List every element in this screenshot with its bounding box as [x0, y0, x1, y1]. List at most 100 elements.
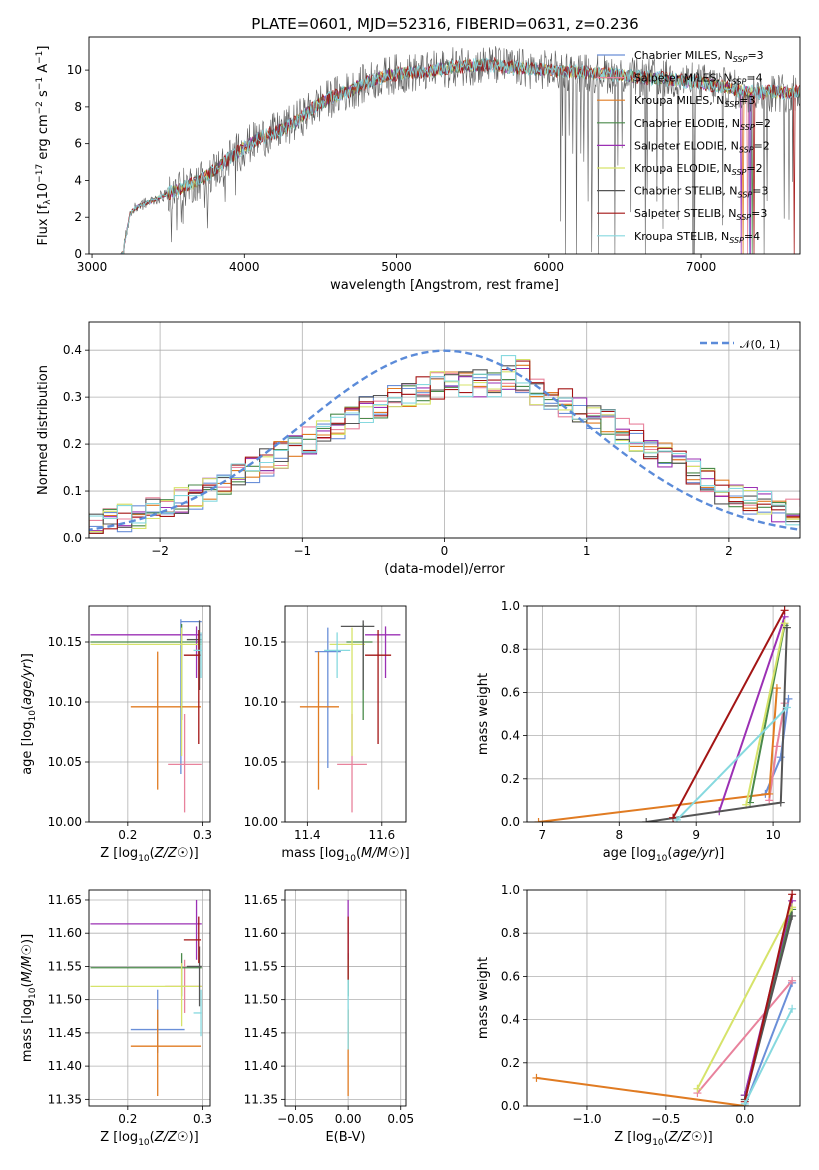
mass-weight-marker — [788, 1004, 797, 1013]
data-point — [168, 714, 202, 813]
x-tick-label: 1 — [583, 544, 591, 558]
grid — [285, 890, 406, 1106]
label-part: 10 — [652, 1138, 664, 1148]
axes-frame — [284, 605, 407, 823]
plot-area — [90, 619, 202, 813]
y-tick-label: 0.8 — [501, 926, 520, 940]
data-point — [365, 630, 392, 744]
y-tick-label: 0.4 — [501, 729, 520, 743]
data-point — [346, 624, 373, 720]
y-tick-label: 0.8 — [501, 642, 520, 656]
mass-weight-line — [743, 894, 794, 1102]
x-tick-label: −0.05 — [277, 1112, 314, 1126]
label-part: SSP — [724, 100, 739, 109]
label-part: 10 — [138, 1138, 150, 1148]
mass-weight-marker — [772, 684, 781, 693]
data-point — [340, 620, 375, 690]
label-part: Kroupa MILES, N — [634, 94, 724, 107]
mass-weight-marker — [672, 815, 681, 822]
x-tick-label: 0.0 — [735, 1112, 754, 1126]
y-tick-label: 0.4 — [501, 1013, 520, 1027]
y-tick-label: 10.10 — [244, 695, 278, 709]
x-axis-label: wavelength [Angstrom, rest frame] — [330, 278, 559, 293]
y-tick-label: 10.05 — [244, 755, 278, 769]
mass-weight-line — [743, 1008, 793, 1105]
mass-weight-line — [536, 1076, 745, 1106]
histogram-series — [89, 355, 800, 526]
panel-age_vs_mass: 11.4 11.6 10.00 10.05 10.10 10.15 mass [log10(… — [244, 605, 410, 864]
mass-weight-marker — [772, 742, 781, 751]
data-point — [186, 946, 202, 1007]
y-tick-label: 10.15 — [48, 635, 82, 649]
x-tick-label: 0.3 — [193, 1112, 212, 1126]
label-part: SSP — [736, 213, 751, 222]
label-part: SSP — [729, 236, 744, 245]
axes-frame — [284, 889, 407, 1107]
label-part: =4 — [744, 230, 760, 243]
legend-label: Salpeter STELIB, NSSP=3 — [634, 207, 767, 222]
data-point — [365, 626, 401, 678]
y-axis-label: mass weight — [476, 673, 491, 755]
label-part: SSP — [732, 78, 747, 87]
label-part: )] — [189, 1130, 199, 1145]
y-tick-label: 11.40 — [48, 1059, 82, 1073]
data-point — [193, 989, 202, 1037]
label-part: Z/Z☉ — [154, 1130, 189, 1145]
x-tick-label: 7 — [539, 828, 547, 842]
x-tick-label: 0.2 — [118, 828, 137, 842]
x-axis-label: Z [log10(Z/Z☉)] — [100, 1130, 198, 1148]
axes: 11.4 11.6 10.00 10.05 10.10 10.15 mass [log10(… — [244, 605, 410, 864]
y-tick-label: 0.4 — [63, 343, 82, 357]
mass-weight-line — [676, 706, 788, 821]
mass-weight-marker — [776, 798, 785, 807]
plot-area — [89, 349, 800, 534]
label-part: mass [log — [281, 846, 344, 861]
data-point — [324, 632, 351, 678]
mass-weight-marker — [788, 976, 797, 985]
legend-label: Salpeter MILES, NSSP=4 — [634, 72, 763, 87]
y-tick-label: 0.6 — [501, 969, 520, 983]
label-part: Z [log — [614, 1130, 652, 1145]
panel-residuals: −2 −1 0 1 2 0.0 0.1 0.2 0.3 0.4 (data-model)/error… — [36, 321, 801, 577]
mass-weight-marker — [693, 1084, 702, 1093]
label-part: =3 — [739, 94, 755, 107]
mass-weight-marker — [784, 694, 793, 703]
label-part: Kroupa STELIB, N — [634, 230, 729, 243]
y-tick-label: 11.45 — [48, 1026, 82, 1040]
legend-label: Chabrier MILES, NSSP=3 — [634, 49, 764, 64]
y-tick-label: 11.55 — [48, 959, 82, 973]
x-tick-label: 0.05 — [387, 1112, 414, 1126]
mass-weight-marker — [788, 890, 797, 899]
label-part: )] — [400, 846, 410, 861]
label-part: Salpeter MILES, N — [634, 72, 732, 85]
data-point — [193, 632, 202, 678]
y-tick-label: 8 — [74, 100, 82, 114]
x-tick-label: 5000 — [381, 260, 412, 274]
label-part: =3 — [752, 185, 768, 198]
label-part: Chabrier ELODIE, N — [634, 117, 740, 130]
x-tick-label: 9 — [692, 828, 700, 842]
mass-weight-marker — [669, 813, 678, 822]
label-part: SSP — [738, 191, 753, 200]
label-part: −1 — [35, 77, 45, 90]
label-part: ( — [150, 846, 155, 861]
label-part: Z [log — [100, 846, 138, 861]
x-tick-label: −0.5 — [651, 1112, 680, 1126]
y-tick-label: 0.2 — [501, 772, 520, 786]
label-part: −17 — [35, 164, 45, 183]
y-tick-label: 10.05 — [48, 755, 82, 769]
axes-frame — [88, 321, 801, 539]
y-axis-label: age [log10(age/yr)] — [20, 653, 38, 775]
mass-weight-marker — [532, 1073, 541, 1082]
figure-title: PLATE=0601, MJD=52316, FIBERID=0631, z=0… — [251, 15, 638, 33]
label-part: )] — [714, 846, 724, 861]
mass-weight-line — [745, 623, 786, 805]
y-tick-label: 0.3 — [63, 390, 82, 404]
label-part: =3 — [751, 207, 767, 220]
legend-label: Salpeter ELODIE, NSSP=2 — [634, 139, 770, 154]
x-axis-label: (data-model)/error — [384, 562, 505, 577]
legend-label: Chabrier ELODIE, NSSP=2 — [634, 117, 771, 132]
gaussian-curve — [89, 349, 800, 532]
